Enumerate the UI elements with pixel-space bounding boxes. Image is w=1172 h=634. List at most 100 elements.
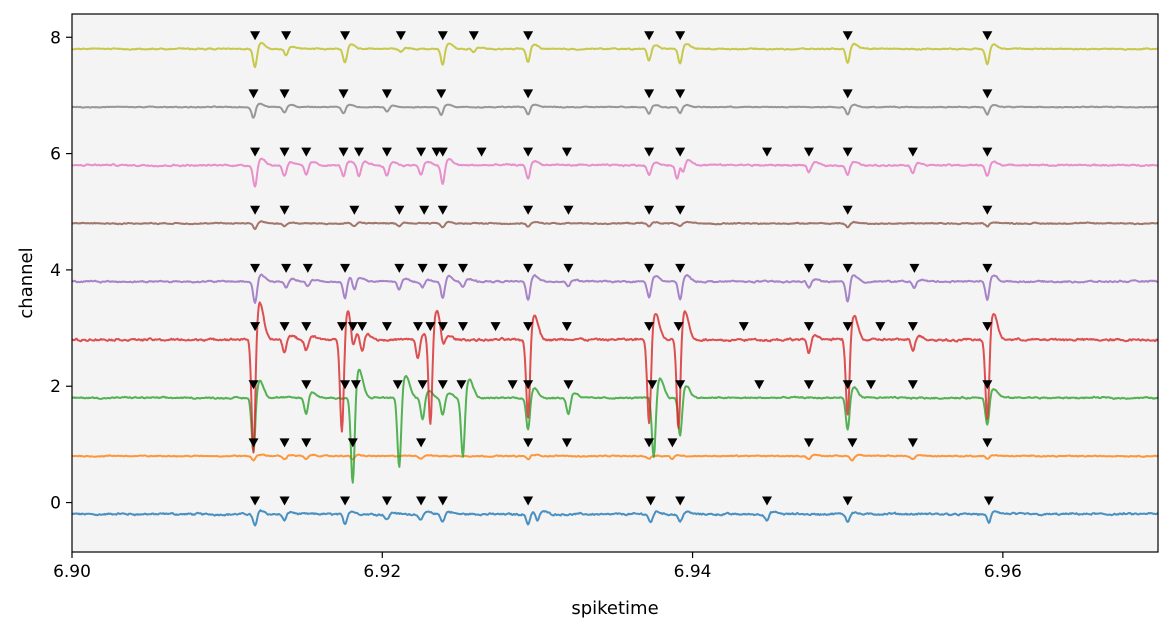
spike-marker-channel-7 bbox=[248, 89, 259, 99]
spike-marker-channel-1 bbox=[301, 438, 312, 448]
spike-marker-channel-6 bbox=[416, 147, 427, 157]
spike-marker-channel-1 bbox=[347, 438, 358, 448]
axes-frame bbox=[71, 13, 1159, 553]
spike-marker-channel-6 bbox=[279, 147, 290, 157]
spike-marker-channel-8 bbox=[340, 31, 351, 41]
spike-marker-channel-3 bbox=[381, 322, 392, 332]
spike-marker-channel-3 bbox=[644, 322, 655, 332]
spike-marker-channel-6 bbox=[301, 147, 312, 157]
axes-group: 6.90 6.92 6.94 6.96 0 2 4 6 8 bbox=[50, 13, 1159, 582]
spike-marker-channel-6 bbox=[437, 147, 448, 157]
spike-marker-channel-6 bbox=[523, 147, 534, 157]
spike-marker-channel-3 bbox=[347, 322, 358, 332]
spike-marker-channel-2 bbox=[675, 380, 686, 390]
spike-marker-channel-0 bbox=[381, 496, 392, 506]
spike-marker-channel-1 bbox=[907, 438, 918, 448]
spike-marker-channel-6 bbox=[250, 147, 261, 157]
spike-marker-channel-7 bbox=[644, 89, 655, 99]
spike-marker-channel-6 bbox=[842, 147, 853, 157]
spike-marker-channel-3 bbox=[357, 322, 368, 332]
spike-marker-channel-4 bbox=[675, 263, 686, 273]
spike-marker-channel-2 bbox=[754, 380, 765, 390]
spike-marker-channel-2 bbox=[417, 380, 428, 390]
spike-marker-channel-6 bbox=[561, 147, 572, 157]
spike-marker-channel-5 bbox=[419, 205, 430, 215]
trace-channel-8 bbox=[71, 41, 1159, 69]
spike-marker-channel-0 bbox=[762, 496, 773, 506]
spike-marker-channel-5 bbox=[349, 205, 360, 215]
spike-marker-channel-3 bbox=[803, 322, 814, 332]
spike-marker-channel-4 bbox=[394, 263, 405, 273]
y-tick-label: 2 bbox=[50, 377, 61, 397]
spike-marker-channel-8 bbox=[523, 31, 534, 41]
spike-marker-channel-2 bbox=[248, 380, 259, 390]
trace-channel-3 bbox=[71, 301, 1159, 454]
y-tick-label: 0 bbox=[50, 494, 61, 514]
y-tick-label: 8 bbox=[50, 28, 61, 48]
plot-area bbox=[72, 14, 1158, 552]
spike-marker-channel-4 bbox=[281, 263, 292, 273]
spike-marker-channel-2 bbox=[456, 380, 467, 390]
spike-marker-channel-6 bbox=[675, 147, 686, 157]
spike-marker-channel-8 bbox=[842, 31, 853, 41]
spike-marker-channel-7 bbox=[523, 89, 534, 99]
spike-marker-channel-6 bbox=[982, 147, 993, 157]
trace-channel-7 bbox=[71, 102, 1159, 119]
spike-marker-channel-6 bbox=[354, 147, 365, 157]
trace-channel-1 bbox=[71, 453, 1159, 462]
spike-marker-channel-5 bbox=[437, 205, 448, 215]
spike-marker-channel-5 bbox=[523, 205, 534, 215]
spike-marker-channel-1 bbox=[803, 438, 814, 448]
spike-marker-channel-1 bbox=[847, 438, 858, 448]
spike-marker-channel-8 bbox=[468, 31, 479, 41]
spike-marker-channel-3 bbox=[301, 322, 312, 332]
spike-marker-channel-2 bbox=[803, 380, 814, 390]
spike-marker-channel-4 bbox=[563, 263, 574, 273]
spike-marker-channel-8 bbox=[395, 31, 406, 41]
spike-marker-channel-1 bbox=[279, 438, 290, 448]
spike-marker-channel-4 bbox=[523, 263, 534, 273]
spike-marker-channel-2 bbox=[563, 380, 574, 390]
spike-marker-channel-1 bbox=[644, 438, 655, 448]
spike-marker-channel-2 bbox=[392, 380, 403, 390]
spike-marker-channel-3 bbox=[490, 322, 501, 332]
spike-marker-channel-5 bbox=[250, 205, 261, 215]
spike-marker-channel-8 bbox=[437, 31, 448, 41]
spike-marker-channel-3 bbox=[875, 322, 886, 332]
y-tick-label: 4 bbox=[50, 261, 61, 281]
spike-marker-channel-8 bbox=[982, 31, 993, 41]
spike-marker-channel-2 bbox=[523, 380, 534, 390]
x-tick-label: 6.94 bbox=[674, 562, 712, 582]
spike-marker-channel-0 bbox=[416, 496, 427, 506]
y-tick-label: 6 bbox=[50, 145, 61, 165]
trace-channel-0 bbox=[71, 509, 1159, 527]
spike-marker-channel-3 bbox=[842, 322, 853, 332]
spike-marker-channel-3 bbox=[279, 322, 290, 332]
spike-marker-channel-1 bbox=[416, 438, 427, 448]
spike-marker-channel-2 bbox=[301, 380, 312, 390]
spike-marker-channel-0 bbox=[340, 496, 351, 506]
spike-marker-channel-4 bbox=[250, 263, 261, 273]
spike-marker-channel-3 bbox=[250, 322, 261, 332]
spike-marker-channel-0 bbox=[279, 496, 290, 506]
spike-marker-channel-3 bbox=[982, 322, 993, 332]
spike-marker-channel-5 bbox=[279, 205, 290, 215]
spike-marker-channel-6 bbox=[762, 147, 773, 157]
spike-marker-channel-4 bbox=[340, 263, 351, 273]
trace-channel-5 bbox=[71, 220, 1159, 231]
spike-marker-channel-6 bbox=[338, 147, 349, 157]
spike-marker-channel-4 bbox=[417, 263, 428, 273]
spike-marker-channel-4 bbox=[644, 263, 655, 273]
spike-marker-channel-0 bbox=[437, 496, 448, 506]
spike-marker-channel-2 bbox=[340, 380, 351, 390]
spike-marker-channel-6 bbox=[803, 147, 814, 157]
trace-series-group bbox=[71, 41, 1159, 527]
spike-marker-channel-2 bbox=[842, 380, 853, 390]
spike-marker-channel-5 bbox=[644, 205, 655, 215]
spike-marker-channel-2 bbox=[437, 380, 448, 390]
spike-marker-channel-3 bbox=[673, 322, 684, 332]
spike-marker-channel-8 bbox=[675, 31, 686, 41]
spike-marker-channel-3 bbox=[907, 322, 918, 332]
spike-marker-channel-7 bbox=[982, 89, 993, 99]
spike-marker-channel-0 bbox=[983, 496, 994, 506]
